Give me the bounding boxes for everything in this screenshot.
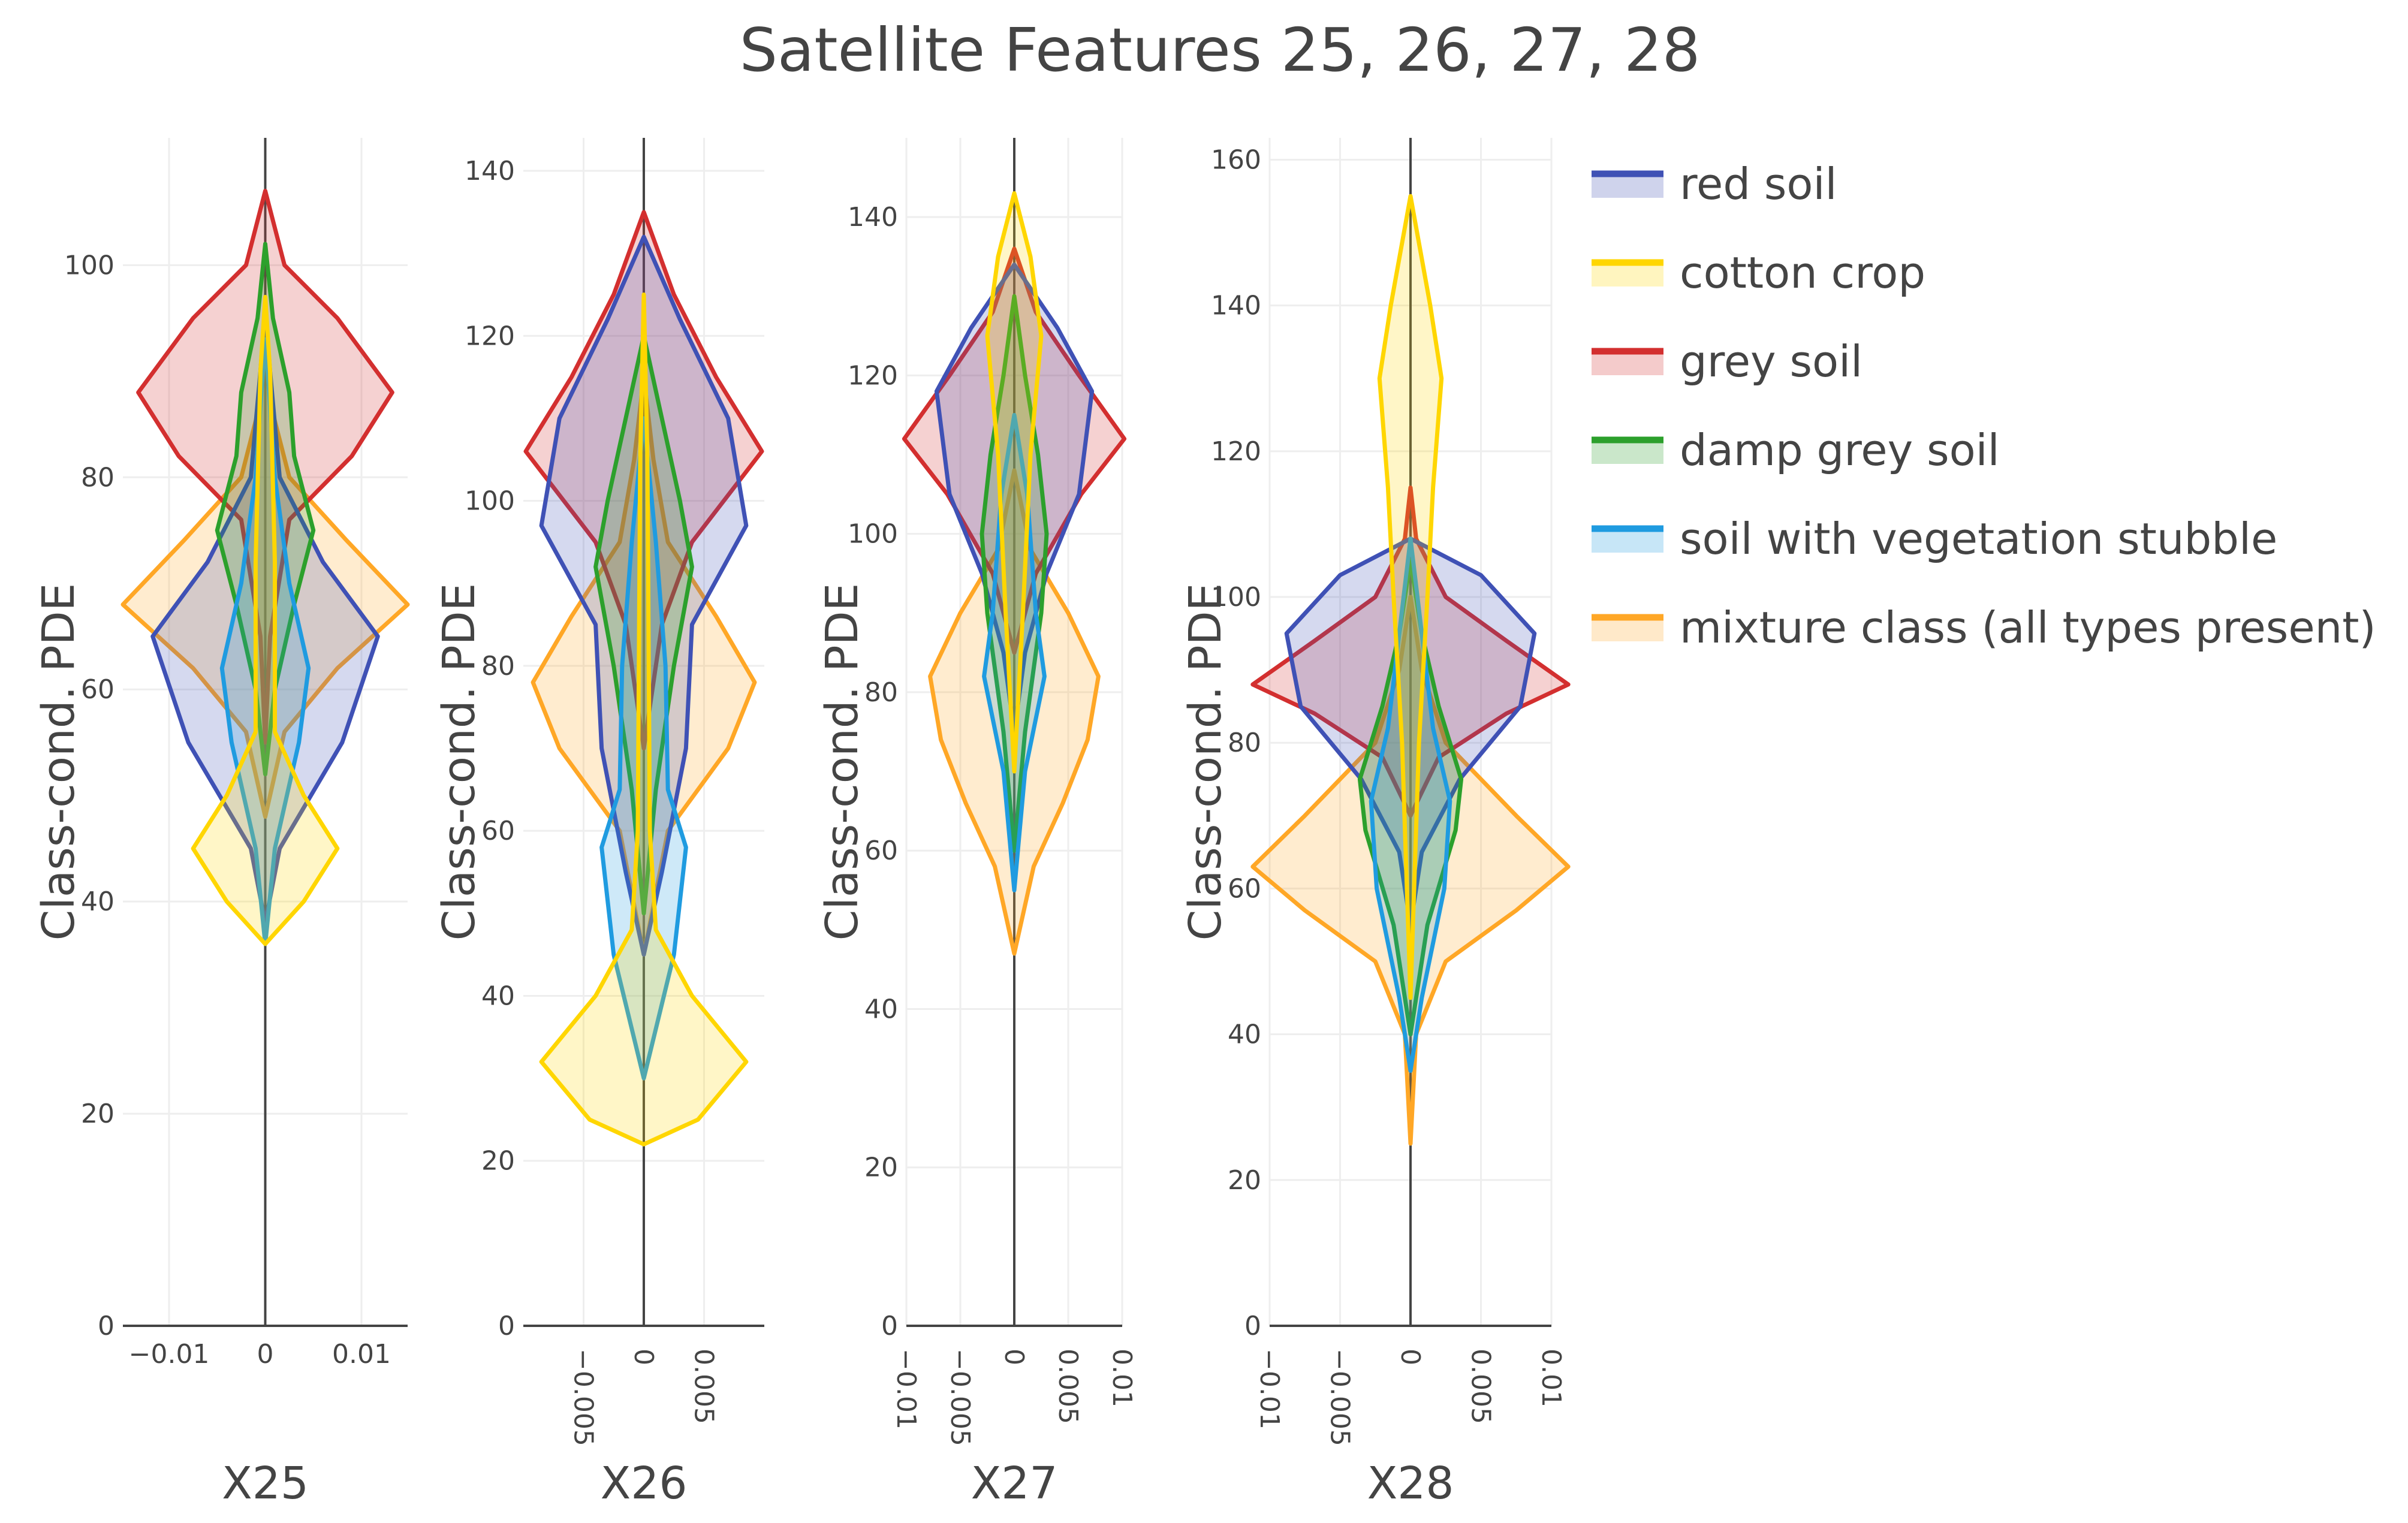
y-tick-label: 20	[481, 1146, 515, 1177]
x-tick-label: 0	[628, 1349, 659, 1365]
y-tick-label: 60	[481, 816, 515, 846]
violins	[1250, 194, 1571, 1146]
y-tick-label: 60	[1228, 873, 1261, 904]
y-tick-label: 140	[465, 156, 515, 186]
violin-cotton-crop[interactable]	[539, 292, 749, 1147]
y-tick-label: 40	[1228, 1020, 1261, 1050]
y-tick-label: 20	[1228, 1165, 1261, 1196]
y-tick-label: 120	[848, 360, 898, 391]
violin-damp-grey-soil[interactable]	[1357, 558, 1464, 1037]
chart-title: Satellite Features 25, 26, 27, 28	[740, 15, 1701, 85]
legend-label: cotton crop	[1680, 248, 1925, 298]
violin-grey-soil[interactable]	[1250, 485, 1571, 818]
violins	[523, 210, 764, 1147]
x-axis-title: X28	[1367, 1458, 1454, 1509]
x-tick-label: 0	[1395, 1349, 1425, 1365]
y-tick-label: 40	[481, 981, 515, 1011]
y-tick-label: 120	[1211, 436, 1261, 467]
violin-grey-soil[interactable]	[902, 246, 1127, 655]
y-tick-label: 80	[864, 677, 898, 708]
legend-item[interactable]: red soil	[1592, 159, 1837, 209]
y-tick-label: 0	[1244, 1311, 1261, 1341]
x-tick-label: 0.01	[1107, 1349, 1137, 1407]
violin-grey-soil[interactable]	[136, 188, 394, 745]
subplot-x25: 0 20 40 60 80 100 −0.01 0 0.01 Class-cond. PDE X25	[33, 138, 410, 1509]
x-tick-label: 0	[999, 1349, 1029, 1365]
y-tick-label: 0	[498, 1311, 515, 1341]
y-tick-label: 100	[848, 519, 898, 550]
violin-damp-grey-soil[interactable]	[215, 242, 316, 777]
legend[interactable]: red soil cotton crop grey soil damp grey so…	[1592, 159, 2376, 653]
legend-item[interactable]: soil with vegetation stubble	[1592, 514, 2277, 564]
violin-mixture-class-all-types-present[interactable]	[928, 468, 1101, 956]
legend-label: soil with vegetation stubble	[1680, 514, 2277, 564]
legend-label: damp grey soil	[1680, 425, 2000, 475]
violin-red-soil[interactable]	[934, 262, 1095, 734]
x-tick-label: −0.005	[945, 1349, 975, 1446]
y-tick-label: 100	[1211, 582, 1261, 613]
violin-soil-with-vegetation-stubble[interactable]	[1369, 536, 1452, 1073]
y-tick-label: 20	[81, 1099, 114, 1129]
y-tick-label: 60	[81, 674, 114, 705]
y-tick-label: 80	[81, 462, 114, 493]
x-tick-label: −0.005	[1325, 1349, 1355, 1446]
y-tick-label: 120	[465, 321, 515, 351]
y-tick-label: 80	[1228, 728, 1261, 758]
y-tick-label: 40	[81, 886, 114, 917]
legend-label: red soil	[1680, 159, 1837, 209]
violin-cotton-crop[interactable]	[985, 191, 1044, 774]
x-tick-label: 0.01	[332, 1339, 391, 1370]
x-tick-label: 0.01	[1536, 1349, 1566, 1407]
violin-soil-with-vegetation-stubble[interactable]	[982, 412, 1047, 892]
violin-grey-soil[interactable]	[523, 210, 764, 751]
y-tick-label: 100	[465, 486, 515, 517]
x-tick-label: −0.01	[129, 1339, 210, 1370]
y-axis-title: Class-cond. PDE	[816, 583, 868, 941]
y-axis-title: Class-cond. PDE	[33, 583, 85, 941]
x-tick-label: −0.005	[568, 1349, 599, 1446]
violin-red-soil[interactable]	[539, 234, 749, 957]
x-tick-label: 0.005	[1053, 1349, 1083, 1424]
violin-soil-with-vegetation-stubble[interactable]	[599, 416, 688, 1081]
x-axis-title: X27	[971, 1458, 1058, 1509]
subplot-x26: 0 20 40 60 80 100 120 140 −0.005 0 0.005 Class-cond…	[433, 138, 764, 1509]
subplot-x27: 0 20 40 60 80 100 120 140 −0.01 −0.005 0 0.005 0.01 C…	[816, 138, 1137, 1509]
y-tick-label: 60	[864, 836, 898, 866]
violin-cotton-crop[interactable]	[1377, 194, 1444, 1000]
legend-item[interactable]: grey soil	[1592, 336, 1862, 387]
y-tick-label: 160	[1211, 144, 1261, 175]
y-tick-label: 20	[864, 1153, 898, 1183]
x-tick-label: 0.005	[689, 1349, 719, 1424]
y-axis-title: Class-cond. PDE	[1180, 583, 1231, 941]
violin-cotton-crop[interactable]	[191, 294, 340, 946]
y-tick-label: 80	[481, 651, 515, 681]
legend-label: mixture class (all types present)	[1680, 602, 2376, 653]
y-axis-title: Class-cond. PDE	[433, 583, 485, 941]
x-tick-label: −0.01	[1254, 1349, 1285, 1429]
violin-mixture-class-all-types-present[interactable]	[1250, 595, 1571, 1146]
y-tick-label: 0	[98, 1311, 114, 1341]
x-tick-label: −0.01	[891, 1349, 921, 1429]
legend-item[interactable]: damp grey soil	[1592, 425, 2000, 475]
x-axis-title: X25	[222, 1458, 309, 1509]
violins	[120, 188, 410, 946]
y-tick-label: 100	[64, 250, 114, 281]
x-axis-title: X26	[601, 1458, 688, 1509]
y-tick-label: 0	[881, 1311, 898, 1341]
y-tick-label: 40	[864, 994, 898, 1024]
legend-label: grey soil	[1680, 336, 1862, 387]
violin-soil-with-vegetation-stubble[interactable]	[219, 337, 311, 946]
y-tick-label: 140	[848, 202, 898, 233]
legend-item[interactable]: mixture class (all types present)	[1592, 602, 2376, 653]
legend-item[interactable]: cotton crop	[1592, 248, 1925, 298]
violins	[902, 191, 1127, 956]
subplot-x28: 0 20 40 60 80 100 120 140 160 −0.01 −0.005 0 0.005 0.…	[1180, 138, 1571, 1509]
y-tick-label: 140	[1211, 291, 1261, 321]
x-tick-label: 0	[257, 1339, 274, 1370]
x-tick-label: 0.005	[1466, 1349, 1496, 1424]
